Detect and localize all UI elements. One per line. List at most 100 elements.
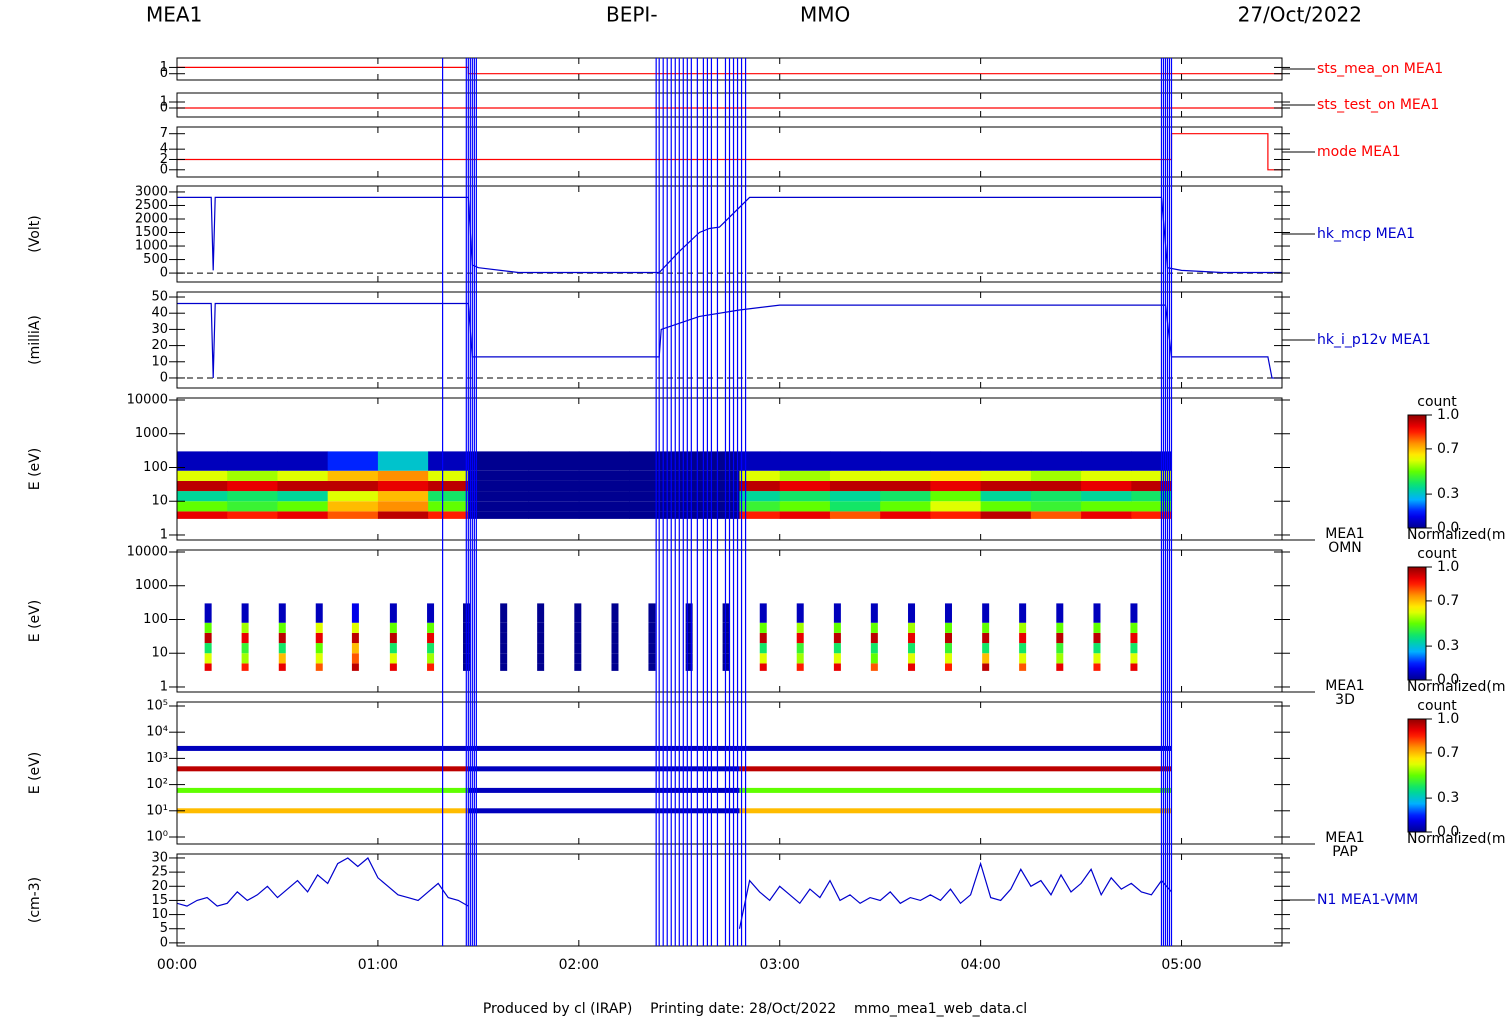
column-cell [833, 653, 841, 664]
heatmap-cell [779, 480, 831, 492]
column-cell [648, 632, 656, 644]
plot-area [177, 451, 1172, 519]
y-tick-label: 1500 [135, 225, 168, 240]
heatmap-cell [578, 480, 630, 492]
column-cell [351, 653, 359, 664]
y-tick-label: 50 [151, 290, 168, 305]
heatmap-cell [880, 511, 931, 519]
y-tick-label: 10 [151, 354, 168, 369]
y-tick-label: 1 [160, 95, 168, 110]
column-cell [1093, 622, 1101, 633]
colorbar [1407, 414, 1427, 529]
heatmap-cell [1030, 511, 1082, 519]
heatmap-cell [679, 451, 741, 471]
heatmap-cell [739, 511, 781, 519]
heatmap-cell [428, 480, 469, 492]
heatmap-cell [739, 491, 781, 502]
y-axis-label: (cm-3) [27, 877, 43, 923]
column-cell [204, 603, 212, 623]
x-tick-label: 02:00 [559, 957, 599, 973]
panel-label: MEA1 [1325, 526, 1364, 542]
series-label: mode MEA1 [1317, 144, 1401, 160]
column-cell [204, 622, 212, 633]
column-cell [389, 653, 397, 664]
column-cell [427, 663, 435, 671]
heatmap-cell [1081, 470, 1132, 481]
column-cell [537, 653, 545, 664]
heatmap-cell [739, 480, 781, 492]
heatmap-cell [528, 480, 580, 492]
heatmap-cell [1030, 470, 1082, 481]
column-cell [944, 603, 952, 623]
column-cell [278, 643, 286, 654]
heatmap-cell [930, 491, 982, 502]
y-tick-label: 1 [160, 60, 168, 75]
plot-area [177, 133, 1282, 171]
band-cell [177, 745, 469, 751]
column-cell [944, 622, 952, 633]
heatmap-cell [277, 470, 329, 481]
y-axis-label: (milliA) [27, 315, 43, 365]
series-line [177, 302, 1282, 379]
heatmap-cell [277, 451, 329, 471]
column-cell [685, 663, 693, 671]
y-tick-label: 0 [160, 370, 168, 385]
column-cell [500, 663, 508, 671]
heatmap-cell [679, 470, 741, 481]
heatmap-cell [377, 501, 429, 512]
column-cell [351, 643, 359, 654]
y-tick-label: 0 [160, 935, 168, 950]
heatmap-cell [779, 451, 831, 471]
column-cell [1130, 632, 1138, 644]
heatmap-cell [829, 470, 881, 481]
heatmap-cell [377, 511, 429, 519]
heatmap-cell [327, 451, 379, 471]
colorbar-label: Normalized(m [1407, 831, 1506, 847]
column-cell [1130, 643, 1138, 654]
heatmap-cell [277, 480, 329, 492]
heatmap-cell [739, 470, 781, 481]
column-cell [908, 653, 916, 664]
column-cell [944, 663, 952, 671]
column-cell [611, 632, 619, 644]
heatmap-cell [327, 470, 379, 481]
heatmap-cell [428, 470, 469, 481]
column-cell [685, 622, 693, 633]
column-cell [722, 653, 730, 664]
heatmap-cell [1131, 501, 1172, 512]
column-cell [389, 603, 397, 623]
colorbar [1407, 566, 1427, 681]
column-cell [796, 632, 804, 644]
y-tick-label: 10000 [127, 392, 168, 407]
heatmap-cell [177, 501, 228, 512]
column-cell [944, 632, 952, 644]
column-cell [982, 622, 990, 633]
y-tick-label: 0 [160, 162, 168, 177]
band-cell [177, 787, 469, 793]
column-cell [1019, 622, 1027, 633]
column-cell [315, 663, 323, 671]
y-tick-label: 25 [151, 865, 168, 880]
column-cell [611, 603, 619, 623]
column-cell [1056, 663, 1064, 671]
column-cell [648, 622, 656, 633]
column-cell [908, 622, 916, 633]
column-cell [908, 632, 916, 644]
column-cell [315, 643, 323, 654]
column-cell [1056, 643, 1064, 654]
column-cell [796, 603, 804, 623]
series-line [177, 196, 1282, 274]
heatmap-cell [1030, 480, 1082, 492]
column-cell [648, 643, 656, 654]
column-cell [389, 622, 397, 633]
band-cell [739, 808, 1172, 814]
heatmap-cell [227, 480, 278, 492]
column-cell [427, 653, 435, 664]
column-cell [759, 663, 767, 671]
heatmap-cell [679, 511, 741, 519]
column-cell [759, 643, 767, 654]
y-tick-label: 1000 [135, 578, 168, 593]
heatmap-cell [468, 511, 530, 519]
